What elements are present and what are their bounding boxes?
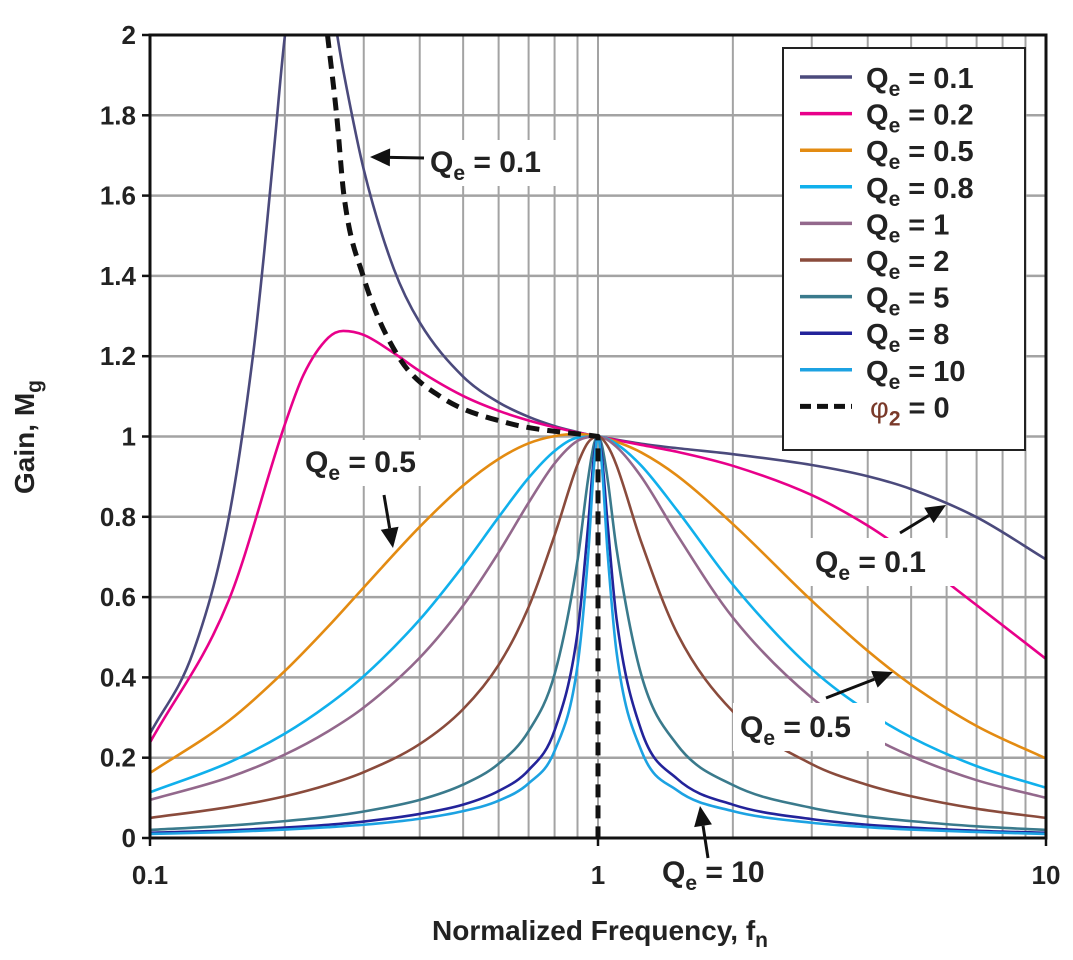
legend-label: φ2 = 0	[870, 392, 950, 430]
arrow-shaft	[389, 155, 425, 160]
arrow-icon	[380, 494, 399, 548]
y-axis-title: Gain, Mg	[9, 380, 46, 494]
arrow-shaft	[382, 494, 392, 529]
legend-label: Qe = 8	[866, 319, 949, 357]
legend-label: Qe = 0.5	[866, 136, 974, 174]
annotation-bg	[298, 440, 448, 486]
legend-item: Qe = 0.2	[800, 100, 974, 138]
annotation-qe-0.1-right: Qe = 0.1	[808, 505, 958, 586]
annotation-label: Qe = 0.1	[815, 546, 926, 585]
legend-item: Qe = 10	[800, 356, 966, 394]
legend-item: Qe = 0.8	[800, 173, 974, 211]
y-tick-label: 2	[122, 20, 136, 50]
annotation-label: Qe = 0.5	[740, 711, 851, 750]
y-tick-label: 0.6	[100, 582, 136, 612]
x-axis-title: Normalized Frequency, fn	[432, 915, 768, 952]
y-tick-label: 0.8	[100, 502, 136, 532]
series-line-6	[150, 435, 1046, 820]
y-tick-label: 1.6	[100, 181, 136, 211]
arrow-head	[871, 670, 893, 688]
annotation-bg	[733, 703, 885, 751]
legend-label: Qe = 0.8	[866, 173, 974, 211]
arrow-shaft	[825, 677, 875, 700]
arrow-head	[694, 806, 712, 828]
arrow-icon	[370, 148, 425, 167]
arrow-shaft	[899, 514, 930, 535]
arrow-icon	[694, 806, 712, 859]
annotation-qe-0.5-left: Qe = 0.5	[298, 440, 448, 548]
plot-frame	[148, 33, 1048, 840]
legend-item: Qe = 2	[800, 246, 949, 284]
x-tick-label: 0.1	[132, 860, 168, 890]
arrow-shaft	[701, 825, 710, 859]
legend: Qe = 0.1Qe = 0.2Qe = 0.5Qe = 0.8Qe = 1Qe…	[782, 47, 1026, 451]
y-tick-label: 0	[122, 823, 136, 853]
series-line-2	[150, 329, 1046, 744]
series-line-7	[150, 435, 1046, 832]
series-line-4	[150, 435, 1046, 794]
annotation-qe-10: Qe = 10	[662, 806, 765, 895]
x-tick-label: 1	[591, 860, 605, 890]
legend-label: Qe = 0.1	[866, 63, 974, 101]
annotation-qe-0.1-left: Qe = 0.1	[370, 140, 572, 186]
legend-item: Qe = 5	[800, 283, 949, 321]
annotation-label: Qe = 0.5	[305, 446, 416, 485]
legend-label: Qe = 10	[866, 356, 966, 394]
annotation-bg	[808, 538, 958, 586]
series-line-9	[150, 435, 1046, 836]
legend-label: Qe = 1	[866, 209, 949, 247]
legend-item: φ2 = 0	[800, 392, 950, 430]
legend-label: Qe = 5	[866, 283, 949, 321]
legend-item: Qe = 8	[800, 319, 949, 357]
x-tick-labels: 0.1 1 10	[132, 860, 1061, 890]
annotation-label: Qe = 0.1	[430, 146, 541, 185]
y-tick-label: 1	[122, 422, 136, 452]
y-tick-label: 1.2	[100, 341, 136, 371]
annotation-qe-0.5-right: Qe = 0.5	[733, 670, 893, 751]
y-tick-labels: 0 0.2 0.4 0.6 0.8 1 1.2 1.4 1.6 1.8 2	[100, 20, 137, 853]
series-line-10	[325, 35, 601, 838]
legend-item: Qe = 1	[800, 209, 949, 247]
y-tick-label: 0.4	[100, 662, 137, 692]
y-tick-label: 1.8	[100, 100, 136, 130]
legend-label: Qe = 2	[866, 246, 949, 284]
arrow-icon	[899, 505, 946, 535]
arrow-icon	[825, 670, 893, 700]
legend-label: Qe = 0.2	[866, 100, 974, 138]
annotation-label: Qe = 10	[662, 856, 765, 895]
arrow-head	[924, 505, 946, 524]
annotation-bg	[424, 140, 572, 186]
legend-item: Qe = 0.5	[800, 136, 974, 174]
y-tick-label: 1.4	[100, 261, 137, 291]
legend-item: Qe = 0.1	[800, 63, 974, 101]
arrow-head	[380, 526, 399, 548]
arrow-head	[370, 148, 391, 167]
series-line-1	[150, 35, 1046, 735]
x-tick-label: 10	[1032, 860, 1061, 890]
y-tick-label: 0.2	[100, 743, 136, 773]
